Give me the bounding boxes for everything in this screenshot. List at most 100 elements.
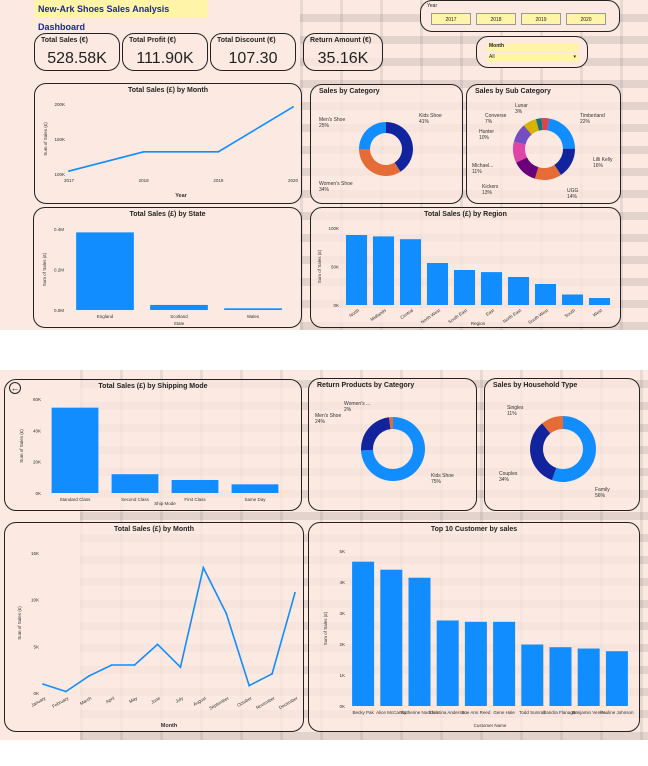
bar — [380, 569, 403, 706]
dashboard-title: New-Ark Shoes Sales Analysis Dashboard — [34, 0, 208, 32]
pie-slice — [361, 417, 425, 481]
back-arrow-icon[interactable]: ← — [9, 382, 21, 394]
slice-label: Hunter — [479, 129, 494, 135]
bar — [464, 621, 487, 706]
pie-slice — [535, 118, 543, 131]
bar — [436, 620, 459, 706]
series-line — [68, 106, 294, 172]
year-button-2017[interactable]: 2017 — [431, 13, 471, 25]
year-button-2020[interactable]: 2020 — [566, 13, 606, 25]
y-tick-label: 2K — [339, 642, 345, 647]
pie-slice — [530, 423, 557, 481]
y-tick-label: 100K — [54, 172, 65, 177]
card-sales-by-category: Sales by Category Kids Shoe 41% Women's Sh… — [310, 84, 463, 204]
kpi-label: Total Sales (€) — [41, 37, 88, 44]
x-tick-label: August — [192, 695, 207, 707]
slice-label: Kids Shoe — [419, 113, 442, 119]
chart-title: Top 10 Customer by sales — [430, 526, 518, 533]
page-separator — [0, 330, 648, 370]
bar — [150, 304, 208, 310]
data-point — [156, 643, 159, 646]
slice-percent: 34% — [319, 187, 330, 193]
slice-label: Kickers — [482, 184, 499, 190]
x-tick-label: May — [128, 695, 139, 704]
x-tick-label: Same Day — [244, 497, 266, 502]
slice-label: Women's ... — [344, 401, 370, 407]
y-tick-label: 100K — [328, 226, 339, 231]
x-tick-label: Midlands — [369, 307, 387, 322]
bar — [171, 479, 219, 493]
x-axis-label: Month — [161, 723, 178, 729]
bar — [352, 561, 375, 706]
pie-slice — [554, 148, 575, 175]
year-button-2018[interactable]: 2018 — [476, 13, 516, 25]
data-point — [179, 666, 182, 669]
y-tick-label: 5K — [339, 549, 345, 554]
chart-sales-by-region: 0K 50K 100K Sum of Sales (£) North Midlands Ce… — [317, 226, 611, 326]
kpi-return-amount: Return Amount (€) 35.16K — [303, 33, 383, 71]
chart-top10-customers: 0K 1K 2K 3K 4K 5K Sum of Sales (£) Becky Pak Ali… — [323, 549, 634, 728]
pie-slice — [523, 119, 540, 135]
bar — [534, 284, 557, 305]
bar — [577, 648, 600, 706]
dashboard-page-2: ← Total Sales (£) by Shipping Mode 0K 20K… — [0, 370, 648, 740]
x-tick-label: First Class — [184, 497, 206, 502]
chart-title: Sales by Sub Category — [475, 88, 551, 95]
card-return-by-category: Return Products by Category Kids Shoe 75%… — [308, 378, 477, 511]
y-tick-label: 40K — [33, 428, 41, 433]
x-tick-label: October — [236, 695, 253, 708]
pie-slice — [516, 157, 539, 179]
slice-label: Women's Shoe — [319, 181, 353, 187]
slice-label: Lilli Kelly — [593, 157, 613, 163]
slice-label: Couples — [499, 471, 518, 477]
x-tick-label: July — [175, 695, 185, 704]
slice-percent: 3% — [515, 109, 523, 115]
month-dropdown[interactable]: All ▾ — [487, 54, 579, 62]
data-point — [65, 690, 67, 693]
bar — [372, 236, 395, 305]
month-slicer[interactable]: Month All ▾ — [476, 36, 588, 68]
bar — [231, 484, 279, 493]
year-button-2019[interactable]: 2019 — [521, 13, 561, 25]
card-sales-by-state: Total Sales (£) by State 0.0M 0.2M 0.4M Sum… — [33, 207, 302, 328]
pie-slice — [542, 416, 563, 434]
x-tick-label: West — [592, 307, 604, 317]
y-tick-label: 0K — [33, 691, 39, 696]
x-tick-label: 2018 — [139, 178, 150, 183]
x-tick-label: North — [348, 307, 360, 318]
x-tick-label: September — [208, 695, 230, 711]
kpi-total-sales: Total Sales (€) 528.58K — [34, 33, 120, 71]
x-tick-label: Scotland — [170, 314, 188, 319]
y-tick-label: 4K — [339, 580, 345, 585]
x-tick-label: January — [30, 695, 47, 708]
y-axis-label: Sum of Sales (£) — [43, 122, 48, 156]
y-tick-label: 1K — [339, 673, 345, 678]
data-point — [110, 664, 113, 666]
x-tick-label: Alice McCarthy — [376, 710, 407, 715]
chart-title: Total Sales (£) by State — [129, 211, 206, 218]
data-point — [133, 664, 136, 666]
chart-title: Total Sales (£) by Shipping Mode — [98, 383, 208, 390]
chart-sales-by-month-year: 100K 150K 200K Sum of Sales (£) 2017 2018 2019… — [43, 102, 299, 199]
x-tick-label: June — [150, 695, 161, 704]
series-line — [42, 565, 296, 693]
slice-label: Kids Shoe — [431, 473, 454, 479]
y-tick-label: 50K — [331, 265, 339, 270]
slice-label: Singles — [507, 405, 524, 411]
x-tick-label: Sue Ann Reed — [461, 710, 491, 715]
card-sales-by-month: Total Sales (£) by Month 0K 5K 10K 15K Sum o… — [4, 522, 304, 732]
x-tick-label: South West — [527, 307, 549, 325]
chart-title: Return Products by Category — [317, 382, 415, 389]
data-point — [294, 591, 296, 594]
year-slicer[interactable]: Year 2017 2018 2019 2020 — [420, 0, 620, 32]
slice-percent: 7% — [485, 119, 493, 125]
bar — [549, 647, 572, 706]
slice-label: UGG — [567, 188, 579, 194]
bar — [561, 294, 584, 305]
y-axis-label: Sum of Sales (£) — [42, 252, 47, 286]
slice-percent: 14% — [567, 194, 578, 200]
slice-label: Timberland — [580, 113, 605, 119]
x-tick-label: February — [51, 695, 70, 709]
